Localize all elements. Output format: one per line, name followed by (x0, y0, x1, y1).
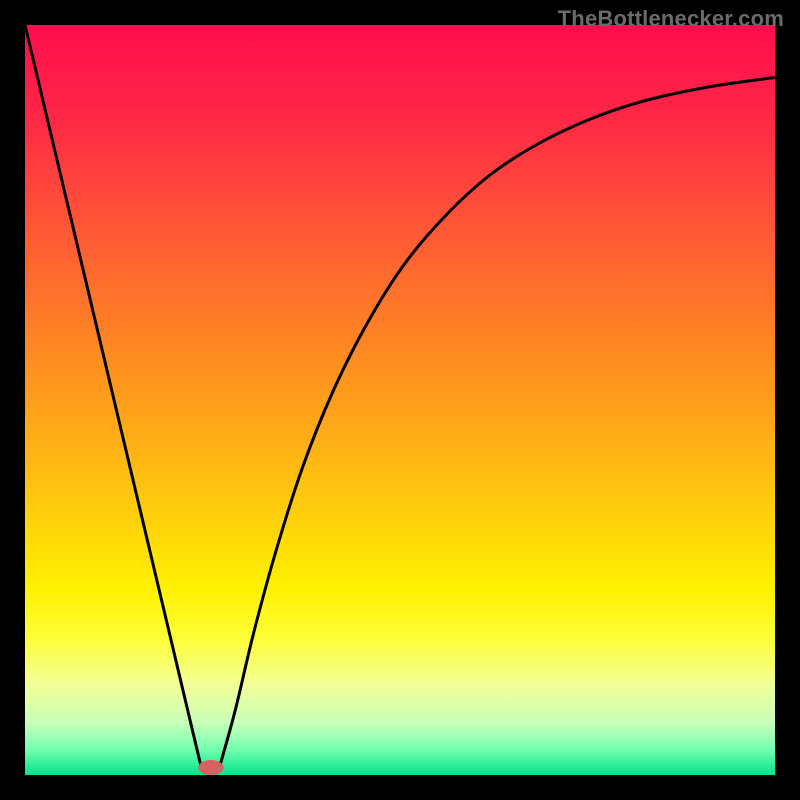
chart-frame: TheBottlenecker.com (0, 0, 800, 800)
bottleneck-chart (0, 0, 800, 800)
optimal-point-marker (198, 760, 224, 775)
gradient-background (25, 25, 775, 775)
watermark-text: TheBottlenecker.com (558, 6, 784, 32)
